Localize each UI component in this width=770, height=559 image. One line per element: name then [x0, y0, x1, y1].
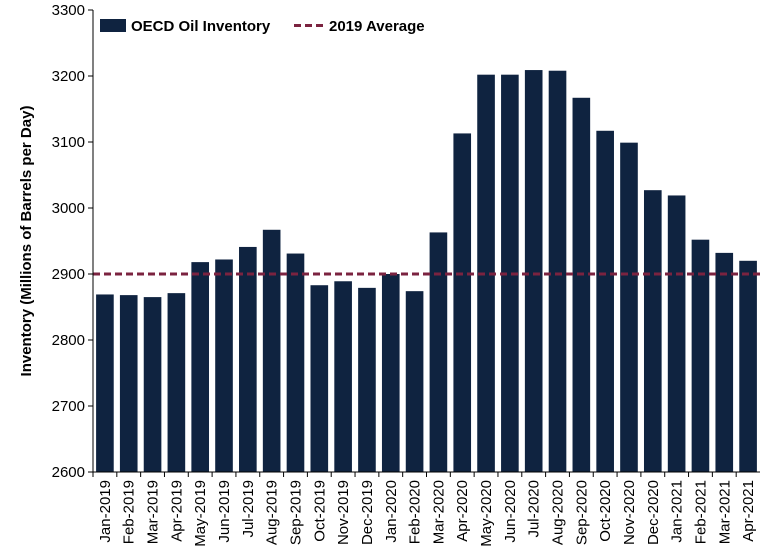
- x-tick-label: Jul-2020: [526, 480, 543, 538]
- bar: [381, 274, 400, 472]
- x-tick-label: Apr-2020: [454, 480, 471, 542]
- bar: [667, 195, 686, 472]
- bar: [262, 229, 281, 472]
- x-tick-label: Dec-2019: [359, 480, 376, 545]
- x-tick-label: Jun-2019: [216, 480, 233, 543]
- x-tick-label: May-2020: [478, 480, 495, 547]
- x-tick-label: Jun-2020: [502, 480, 519, 543]
- x-tick-label: Jan-2021: [669, 480, 686, 543]
- bar: [477, 74, 495, 473]
- x-tick-label: Mar-2021: [716, 480, 733, 544]
- bar: [620, 142, 638, 472]
- y-tick-label: 2600: [52, 464, 85, 481]
- x-tick-label: Feb-2020: [407, 480, 424, 544]
- x-tick-label: Oct-2020: [597, 480, 614, 542]
- x-tick-label: Feb-2021: [692, 480, 709, 544]
- y-tick-label: 3000: [52, 200, 85, 217]
- bar: [691, 239, 710, 472]
- x-axis-labels: Jan-2019 Feb-2019 Mar-2019 Apr-2019 May-2019…: [92, 472, 757, 547]
- bar: [715, 252, 734, 472]
- x-tick-label: Apr-2021: [740, 480, 757, 542]
- legend-swatch-bar: [100, 19, 126, 32]
- y-tick-label: 3300: [52, 2, 85, 19]
- bar: [334, 281, 352, 472]
- bar: [572, 97, 591, 472]
- x-tick-label: Nov-2020: [621, 480, 638, 545]
- legend: OECD Oil Inventory 2019 Average: [100, 18, 425, 35]
- bar: [524, 70, 543, 472]
- bar: [191, 262, 210, 472]
- x-tick-label: Jan-2019: [97, 480, 114, 543]
- bar: [286, 253, 305, 472]
- x-tick-label: Aug-2019: [264, 480, 281, 545]
- bar: [429, 232, 448, 472]
- x-tick-label: Oct-2019: [311, 480, 328, 542]
- y-tick-label: 3100: [52, 134, 85, 151]
- x-tick-label: Jan-2020: [383, 480, 400, 543]
- bar: [119, 295, 138, 472]
- x-tick-label: Mar-2019: [145, 480, 162, 544]
- bar: [96, 294, 114, 472]
- x-tick-label: May-2019: [192, 480, 209, 547]
- x-tick-label: Mar-2020: [430, 480, 447, 544]
- x-tick-label: Aug-2020: [550, 480, 567, 545]
- x-tick-label: Jul-2019: [240, 480, 257, 538]
- bar: [596, 130, 614, 472]
- bar: [739, 260, 757, 472]
- bar: [405, 291, 424, 472]
- bar: [358, 287, 376, 472]
- x-tick-label: Sep-2019: [287, 480, 304, 545]
- bar: [167, 293, 186, 472]
- x-tick-label: Sep-2020: [573, 480, 590, 545]
- y-tick-label: 2800: [52, 332, 85, 349]
- x-tick-label: Apr-2019: [168, 480, 185, 542]
- x-tick-label: Dec-2020: [645, 480, 662, 545]
- bar: [548, 70, 567, 472]
- y-axis-ticks: 2600 2700 2800 2900 3000 3100 3200 3300: [52, 2, 93, 481]
- bar: [310, 285, 329, 472]
- bar: [453, 133, 472, 473]
- bar: [143, 297, 162, 472]
- bar: [215, 259, 233, 472]
- y-tick-label: 2900: [52, 266, 85, 283]
- legend-label-line: 2019 Average: [329, 18, 425, 35]
- legend-label-bar: OECD Oil Inventory: [131, 18, 271, 35]
- bar-series: [96, 70, 757, 473]
- y-tick-label: 2700: [52, 398, 85, 415]
- x-tick-label: Feb-2019: [121, 480, 138, 544]
- y-tick-label: 3200: [52, 68, 85, 85]
- y-axis-title: Inventory (Millions of Barrels per Day): [18, 106, 35, 377]
- bar: [239, 246, 257, 472]
- x-tick-label: Nov-2019: [335, 480, 352, 545]
- bar: [643, 190, 662, 472]
- bar: [501, 74, 519, 473]
